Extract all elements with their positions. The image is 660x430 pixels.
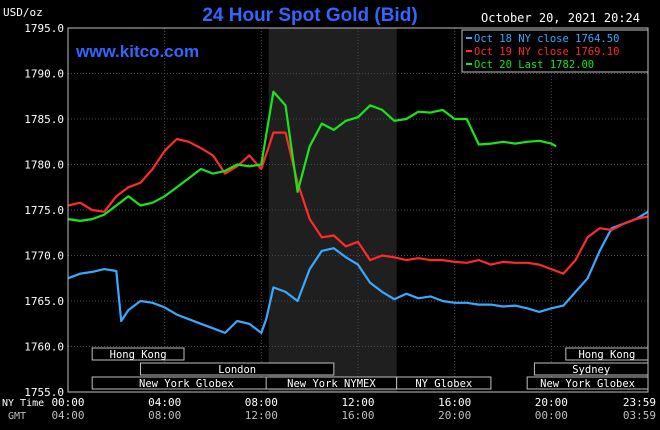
session-label: New York Globex	[540, 378, 635, 390]
x-tick-label-gmt: 04:00	[51, 409, 84, 422]
y-tick-label: 1790.0	[24, 68, 64, 81]
gridlines	[67, 27, 649, 393]
x-row-label-gmt: GMT	[8, 411, 26, 422]
y-tick-label: 1780.0	[24, 159, 64, 172]
x-tick-label-gmt: 08:00	[148, 409, 181, 422]
session-label: New York Globex	[139, 378, 234, 390]
y-tick-label: 1760.0	[24, 341, 64, 354]
x-tick-label-ny: 20:00	[535, 396, 568, 409]
session-label: London	[218, 364, 256, 376]
session-label: NY Globex	[415, 378, 472, 390]
legend-box	[461, 29, 649, 73]
timestamp: October 20, 2021 20:24	[481, 11, 640, 25]
chart-title: 24 Hour Spot Gold (Bid)	[202, 5, 417, 26]
session-bar	[91, 347, 185, 361]
session-bar	[396, 376, 492, 390]
x-tick-label-ny: 16:00	[438, 396, 471, 409]
x-axis-ticks: 00:0004:0004:0008:0008:0012:0012:0016:00…	[51, 396, 656, 422]
series-line-1	[67, 131, 649, 275]
x-row-label-ny: NY Time	[2, 398, 44, 409]
legend-entry: Oct 20 Last 1782.00	[474, 59, 594, 71]
x-tick-label-gmt: 20:00	[438, 409, 471, 422]
y-tick-label: 1755.0	[24, 386, 64, 399]
x-tick-label-ny: 04:00	[148, 396, 181, 409]
x-tick-label-ny: 00:00	[51, 396, 84, 409]
x-tick-label-gmt: 12:00	[245, 409, 278, 422]
price-series	[67, 90, 649, 334]
session-label: Hong Kong	[578, 349, 635, 361]
series-line-2	[67, 90, 557, 222]
x-tick-label-ny: 08:00	[245, 396, 278, 409]
session-label: Hong Kong	[110, 349, 167, 361]
series-line-0	[67, 210, 649, 334]
y-tick-label: 1770.0	[24, 250, 64, 263]
x-tick-label-ny: 12:00	[341, 396, 374, 409]
x-tick-label-ny: 23:59	[623, 396, 656, 409]
plot-frame	[67, 27, 649, 393]
y-tick-label: 1785.0	[24, 113, 64, 126]
y-tick-label: 1775.0	[24, 204, 64, 217]
legend-entry: Oct 19 NY close 1769.10	[474, 46, 619, 58]
session-bar	[140, 362, 335, 376]
x-tick-label-gmt: 00:00	[535, 409, 568, 422]
legend-entry: Oct 18 NY close 1764.50	[474, 33, 619, 45]
y-tick-label: 1765.0	[24, 295, 64, 308]
y-tick-label: 1795.0	[24, 22, 64, 35]
x-tick-label-gmt: 03:59	[623, 409, 656, 422]
y-axis-ticks: 1795.0 1790.0 1785.0 1780.0 1775.0 1770.0 1765…	[24, 22, 64, 399]
watermark: www.kitco.com	[75, 42, 199, 61]
x-tick-label-gmt: 16:00	[341, 409, 374, 422]
session-label: New York NYMEX	[287, 378, 376, 390]
session-label: Sydney	[572, 364, 610, 376]
unit-label: USD/oz	[3, 6, 43, 19]
market-sessions: Hong Kong London New York Globex New York N…	[91, 347, 649, 390]
